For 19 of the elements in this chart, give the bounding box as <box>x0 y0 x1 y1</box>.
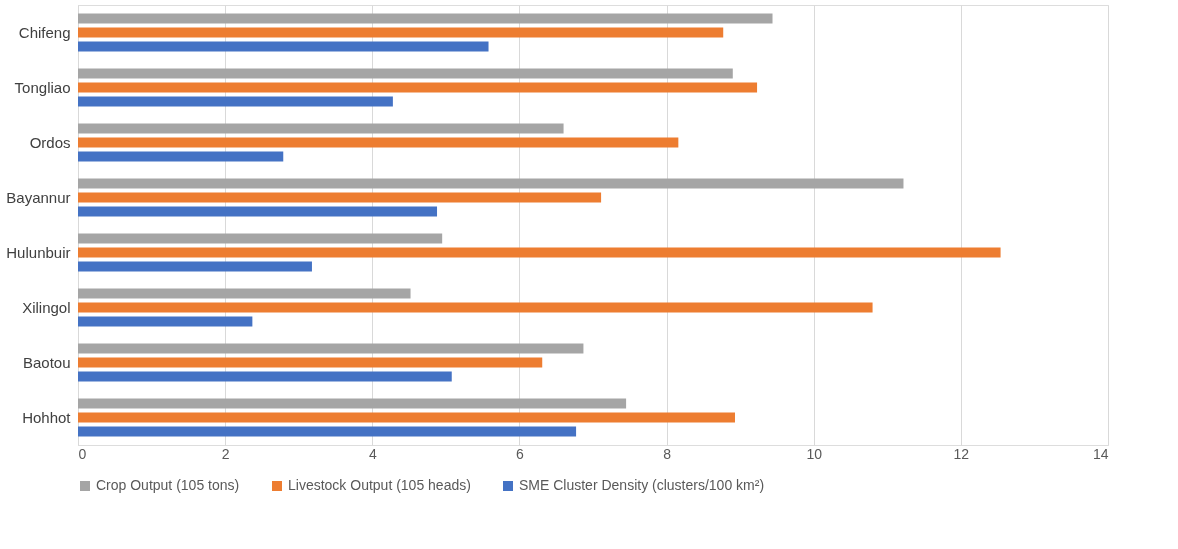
x-tick-label: 14 <box>1092 445 1109 462</box>
y-tick-label: Baotou <box>22 353 71 371</box>
x-tick-label: 6 <box>516 445 525 462</box>
x-tick-label: 8 <box>663 445 672 462</box>
x-tick-label: 10 <box>806 445 823 462</box>
y-tick-label: Chifeng <box>18 23 71 41</box>
legend-label: Livestock Output (105 heads) <box>288 477 471 493</box>
y-tick-label: Hohhot <box>22 408 72 426</box>
y-tick-label: Xilingol <box>22 298 71 316</box>
x-tick-label: 2 <box>221 445 230 462</box>
y-tick-label: Bayannur <box>6 188 71 206</box>
x-tick-label: 4 <box>368 445 377 462</box>
legend-label: Crop Output (105 tons) <box>96 477 240 493</box>
y-tick-label: Tongliao <box>14 78 71 96</box>
legend-label: SME Cluster Density (clusters/100 km²) <box>519 477 765 493</box>
y-tick-label: Ordos <box>29 133 71 151</box>
x-tick-label: 12 <box>953 445 970 462</box>
y-tick-label: Hulunbuir <box>6 243 71 261</box>
x-tick-label: 0 <box>78 445 87 462</box>
